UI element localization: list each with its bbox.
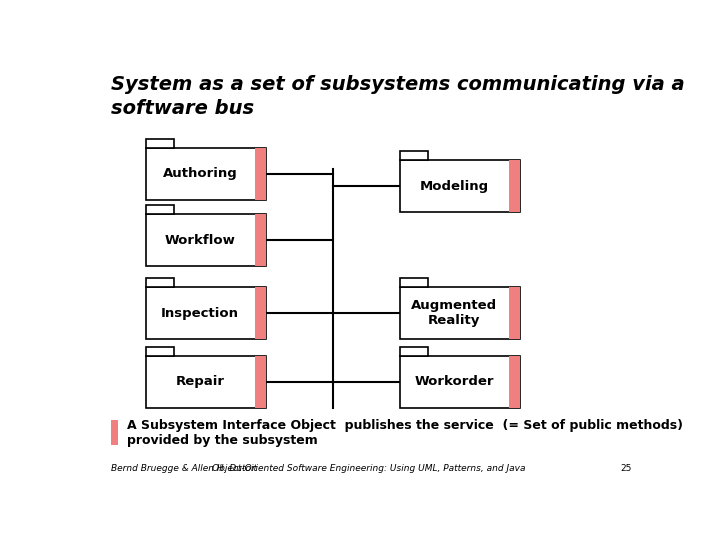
Bar [145,347,174,356]
Text: Workorder: Workorder [414,375,494,388]
Bar [145,139,174,148]
Text: Augmented
Reality: Augmented Reality [411,299,497,327]
Bar [255,287,266,339]
Text: System as a set of subsystems communicating via a
software bus: System as a set of subsystems communicat… [111,75,685,118]
Bar [400,347,428,356]
Text: 25: 25 [620,464,631,473]
Text: Object-Oriented Software Engineering: Using UML, Patterns, and Java: Object-Oriented Software Engineering: Us… [212,464,526,473]
Bar [145,356,266,408]
Bar [145,287,266,339]
Bar [145,205,174,214]
Bar [255,148,266,200]
Bar [508,160,520,212]
Text: Bernd Bruegge & Allen H. Dutoit: Bernd Bruegge & Allen H. Dutoit [111,464,257,473]
Bar [255,356,266,408]
Text: A Subsystem Interface Object  publishes the service  (= Set of public methods)
p: A Subsystem Interface Object publishes t… [127,419,683,447]
Bar [145,214,266,266]
Bar [508,287,520,339]
Bar [400,160,520,212]
Text: Modeling: Modeling [420,180,489,193]
Bar [400,278,428,287]
Bar [111,420,119,445]
Bar [400,287,520,339]
Bar [400,356,520,408]
Text: Workflow: Workflow [165,234,235,247]
Text: Authoring: Authoring [163,167,238,180]
Bar [508,356,520,408]
Text: Inspection: Inspection [161,307,239,320]
Bar [145,278,174,287]
Bar [255,214,266,266]
Text: Repair: Repair [176,375,225,388]
Bar [145,148,266,200]
Bar [400,151,428,160]
